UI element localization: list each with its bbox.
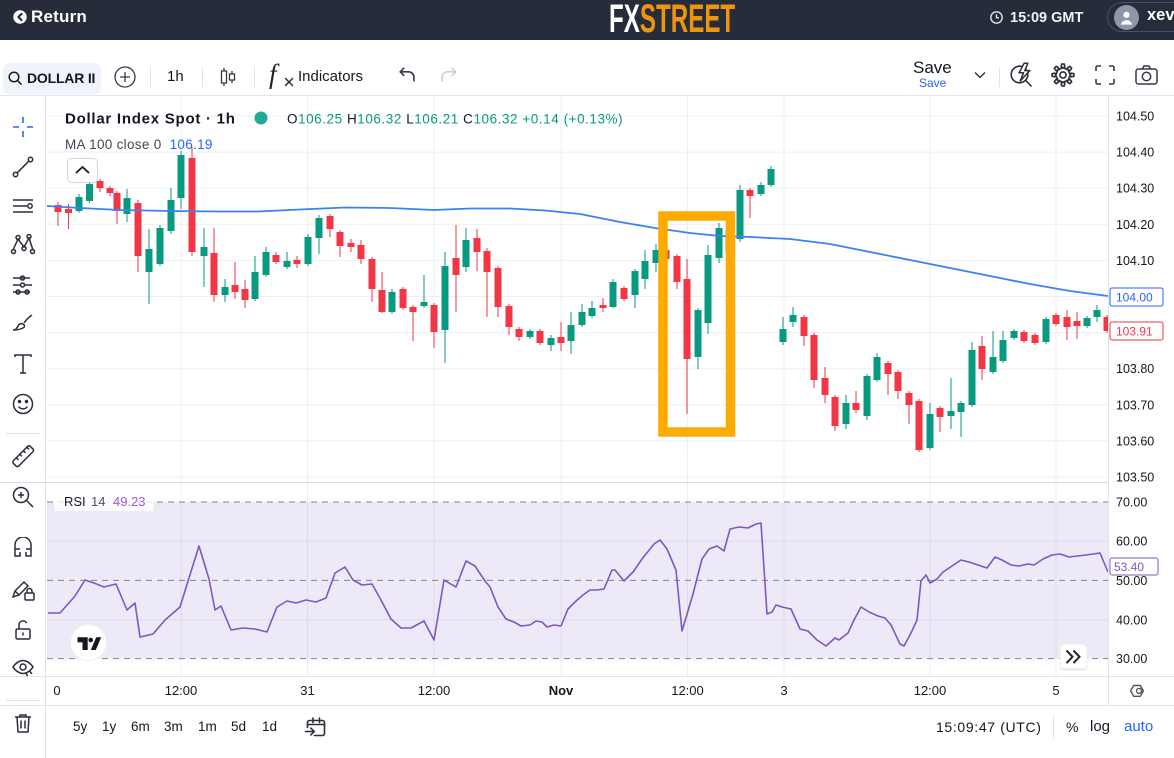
svg-text:50.00: 50.00 [1116, 574, 1147, 588]
svg-text:Dollar Index Spot · 1h: Dollar Index Spot · 1h [65, 111, 236, 128]
svg-text:103.50: 103.50 [1116, 471, 1154, 485]
svg-text:0: 0 [53, 683, 60, 698]
svg-text:40.00: 40.00 [1116, 613, 1147, 627]
svg-text:104.20: 104.20 [1116, 218, 1154, 232]
svg-text:104.40: 104.40 [1116, 146, 1154, 160]
svg-text:31: 31 [300, 683, 314, 698]
svg-text:103.80: 103.80 [1116, 362, 1154, 376]
svg-text:60.00: 60.00 [1116, 535, 1147, 549]
svg-text:104.00: 104.00 [1116, 291, 1153, 305]
svg-text:70.00: 70.00 [1116, 496, 1147, 510]
svg-text:O106.25 H106.32 L106.21 C106.3: O106.25 H106.32 L106.21 C106.32 +0.14 (+… [287, 112, 623, 127]
svg-text:30.00: 30.00 [1116, 652, 1147, 666]
svg-text:12:00: 12:00 [671, 683, 704, 698]
svg-text:12:00: 12:00 [418, 683, 451, 698]
svg-text:5: 5 [1052, 683, 1059, 698]
svg-text:3: 3 [780, 683, 787, 698]
svg-text:MA 100 close 0 106.19: MA 100 close 0 106.19 [65, 137, 213, 152]
svg-text:12:00: 12:00 [165, 683, 198, 698]
svg-text:Nov: Nov [549, 683, 574, 698]
svg-text:12:00: 12:00 [914, 683, 947, 698]
svg-text:103.91: 103.91 [1116, 325, 1153, 339]
svg-text:104.30: 104.30 [1116, 182, 1154, 196]
svg-text:103.60: 103.60 [1116, 434, 1154, 448]
svg-text:53.40: 53.40 [1114, 560, 1144, 574]
svg-text:103.70: 103.70 [1116, 398, 1154, 412]
svg-text:104.10: 104.10 [1116, 254, 1154, 268]
svg-text:104.50: 104.50 [1116, 110, 1154, 124]
